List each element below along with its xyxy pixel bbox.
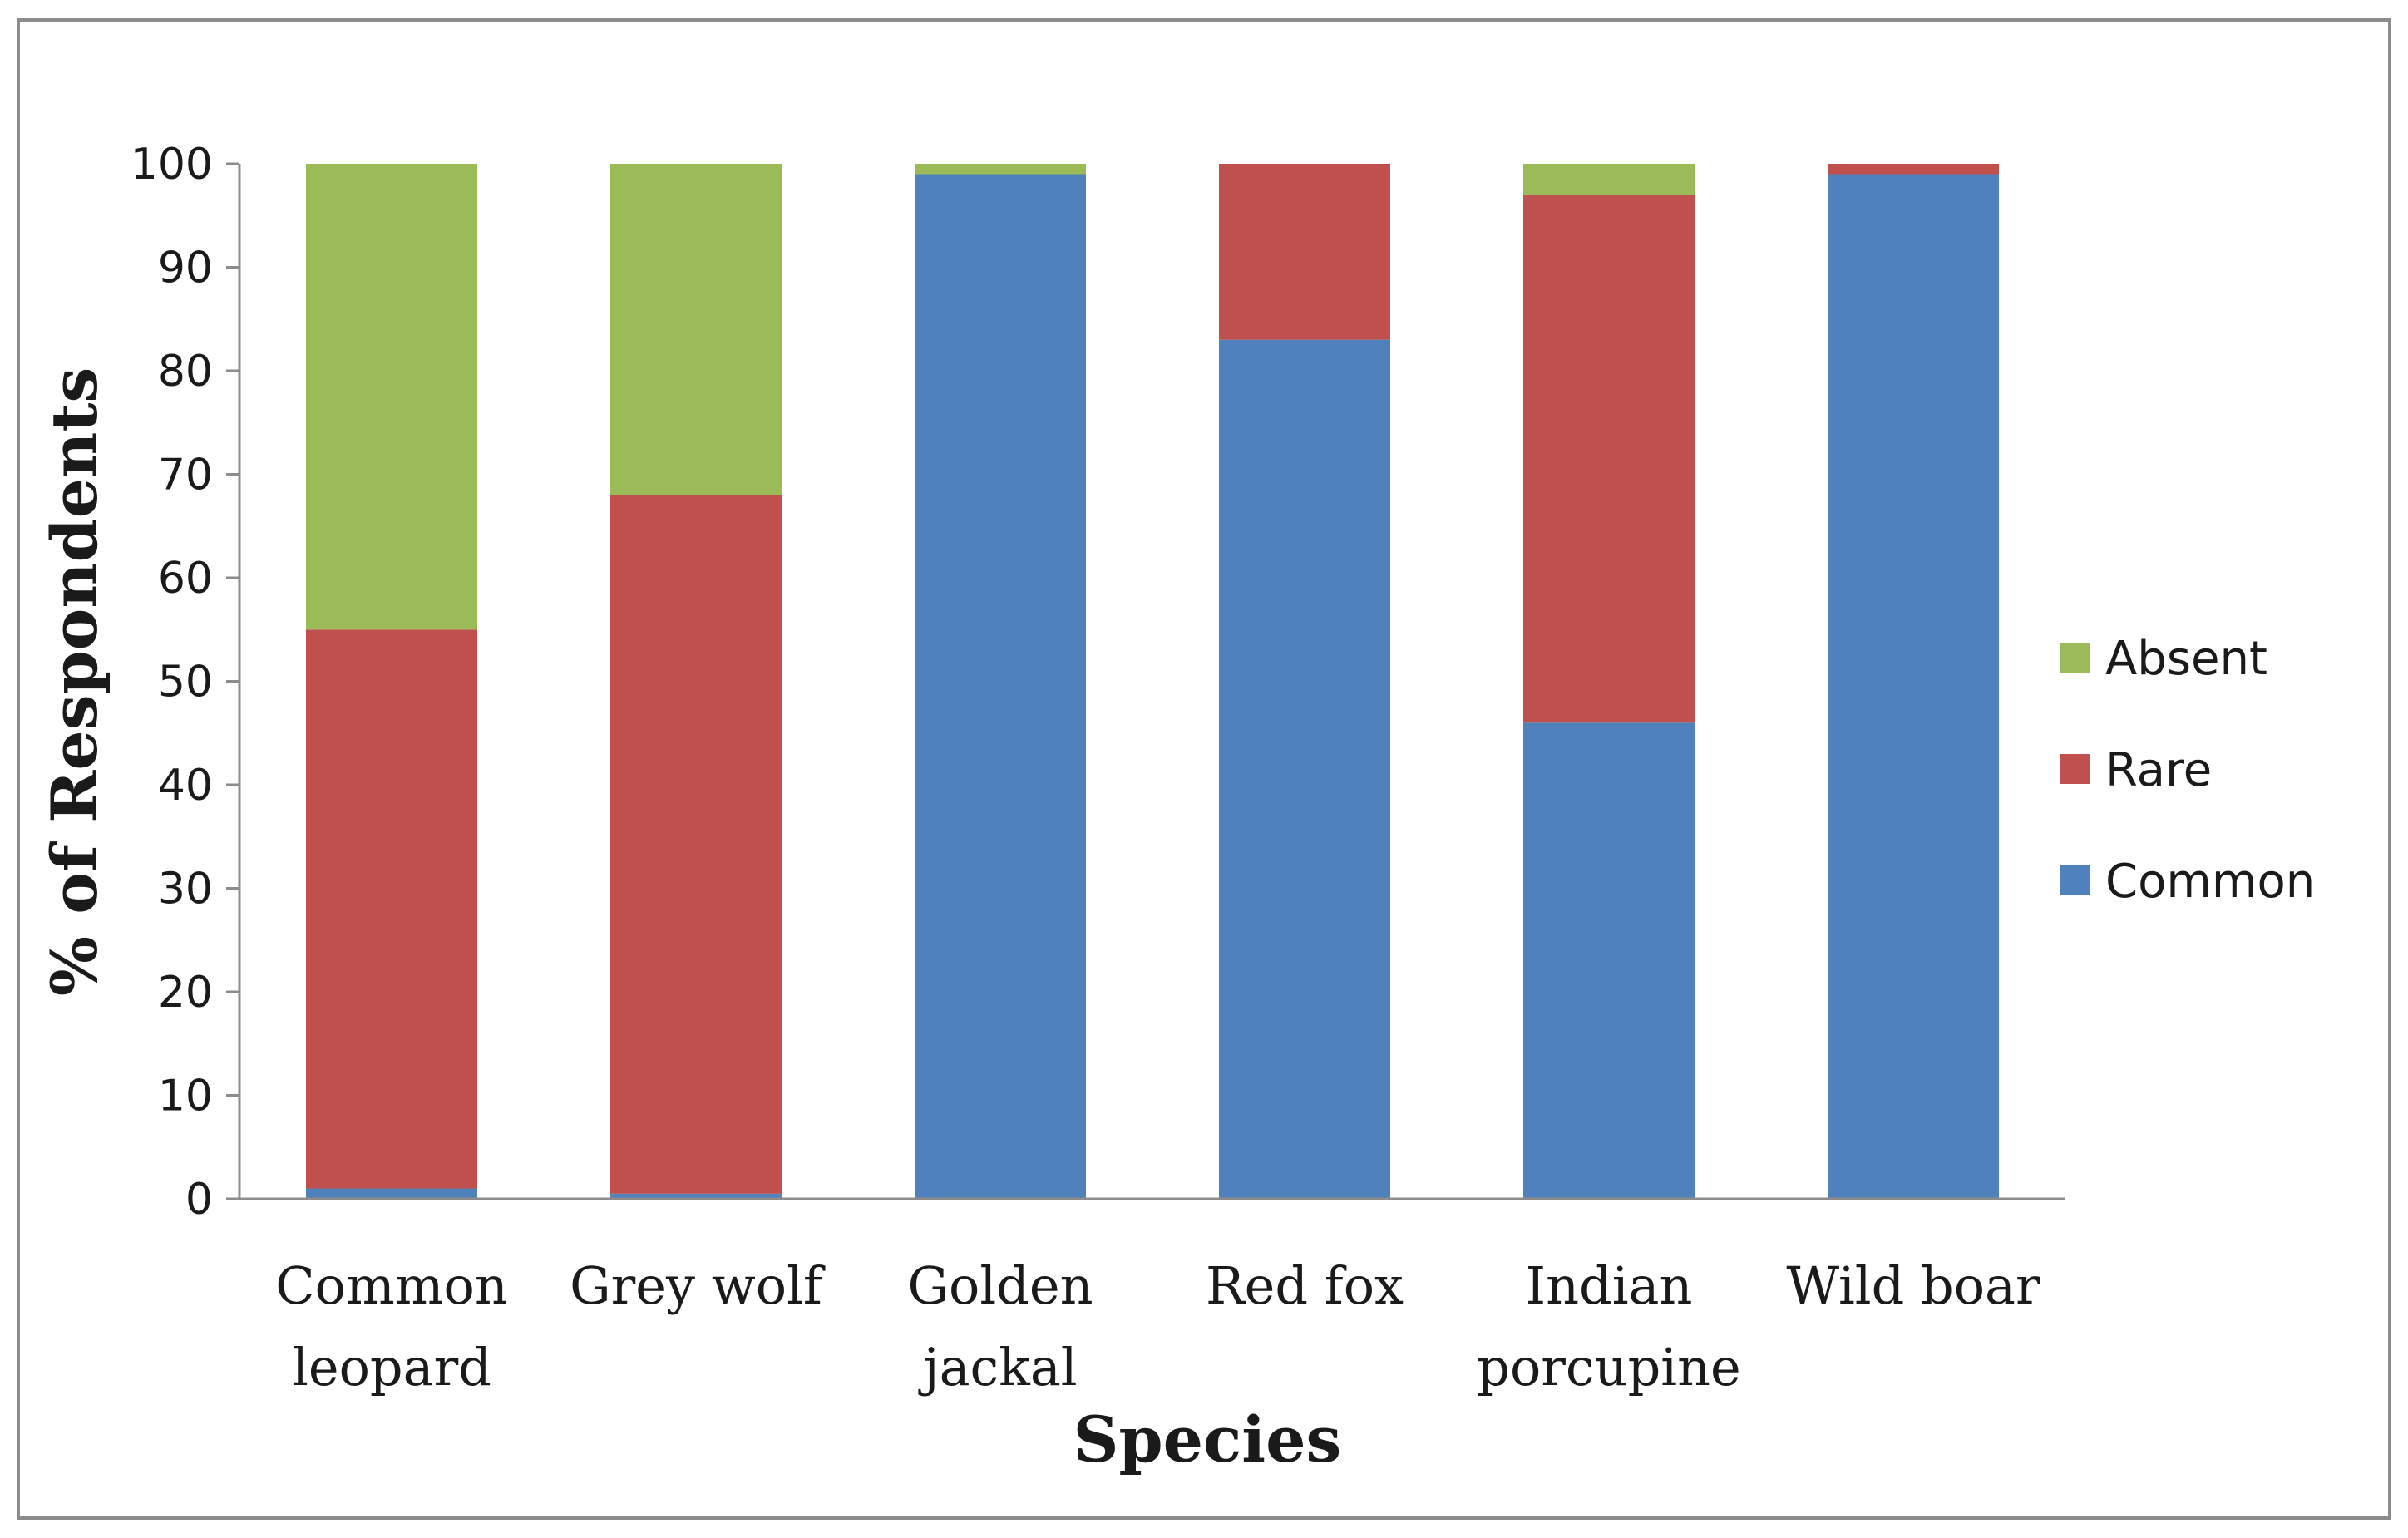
y-tick-label-20: 20 — [158, 968, 213, 1018]
legend-label-rare: Rare — [2105, 743, 2212, 797]
bar-common-grey-wolf — [610, 1193, 782, 1199]
bar-common-wild-boar — [1828, 174, 1999, 1199]
bar-absent-golden-jackal — [915, 164, 1086, 175]
y-tick-label-80: 80 — [158, 347, 213, 397]
x-tick-label-0-line-1: leopard — [292, 1337, 491, 1398]
y-tick-label-0: 0 — [185, 1175, 213, 1225]
legend-swatch-rare — [2060, 754, 2090, 784]
legend-label-common: Common — [2105, 855, 2315, 909]
bars-layer — [306, 164, 1999, 1200]
x-tick-label-4-line-1: porcupine — [1477, 1337, 1740, 1398]
y-tick-label-10: 10 — [158, 1072, 213, 1121]
legend-swatch-common — [2060, 865, 2090, 895]
bar-absent-common-leopard — [306, 164, 477, 630]
legend-layer: Absent Rare Common — [2060, 632, 2315, 909]
bar-common-indian-porcupine — [1523, 722, 1695, 1199]
y-tick-label-60: 60 — [158, 554, 213, 604]
legend-swatch-absent — [2060, 643, 2090, 673]
x-tick-label-0-line-0: Common — [275, 1255, 508, 1316]
y-axis-title: % of Respondents — [37, 367, 111, 997]
y-tick-label-40: 40 — [158, 761, 213, 811]
x-tick-label-2-line-1: jackal — [918, 1337, 1077, 1398]
bar-common-common-leopard — [306, 1188, 477, 1199]
axes-layer — [226, 162, 2065, 1200]
bar-rare-wild-boar — [1828, 164, 1999, 175]
x-tick-label-5-line-0: Wild boar — [1786, 1255, 2040, 1316]
bar-common-red-fox — [1219, 339, 1390, 1200]
bar-rare-indian-porcupine — [1523, 195, 1695, 723]
y-tick-label-50: 50 — [158, 658, 213, 707]
bar-absent-grey-wolf — [610, 164, 782, 495]
x-tick-label-4-line-0: Indian — [1526, 1255, 1693, 1316]
y-tick-label-90: 90 — [158, 244, 213, 293]
x-tick-label-3-line-0: Red fox — [1206, 1255, 1404, 1316]
y-tick-label-100: 100 — [131, 140, 213, 190]
y-tick-label-70: 70 — [158, 451, 213, 500]
y-tick-label-30: 30 — [158, 865, 213, 914]
x-axis-title: Species — [1073, 1402, 1342, 1476]
bar-absent-indian-porcupine — [1523, 164, 1695, 195]
labels-layer: 0 10 20 30 40 50 60 70 80 90 100 Common leopard Grey … — [37, 140, 2040, 1476]
x-tick-label-2-line-0: Golden — [908, 1255, 1093, 1316]
legend-label-absent: Absent — [2105, 632, 2267, 686]
x-tick-label-1-line-0: Grey wolf — [570, 1255, 826, 1316]
bar-rare-grey-wolf — [610, 495, 782, 1194]
bar-rare-common-leopard — [306, 629, 477, 1189]
bar-common-golden-jackal — [915, 174, 1086, 1199]
bar-rare-red-fox — [1219, 164, 1390, 340]
